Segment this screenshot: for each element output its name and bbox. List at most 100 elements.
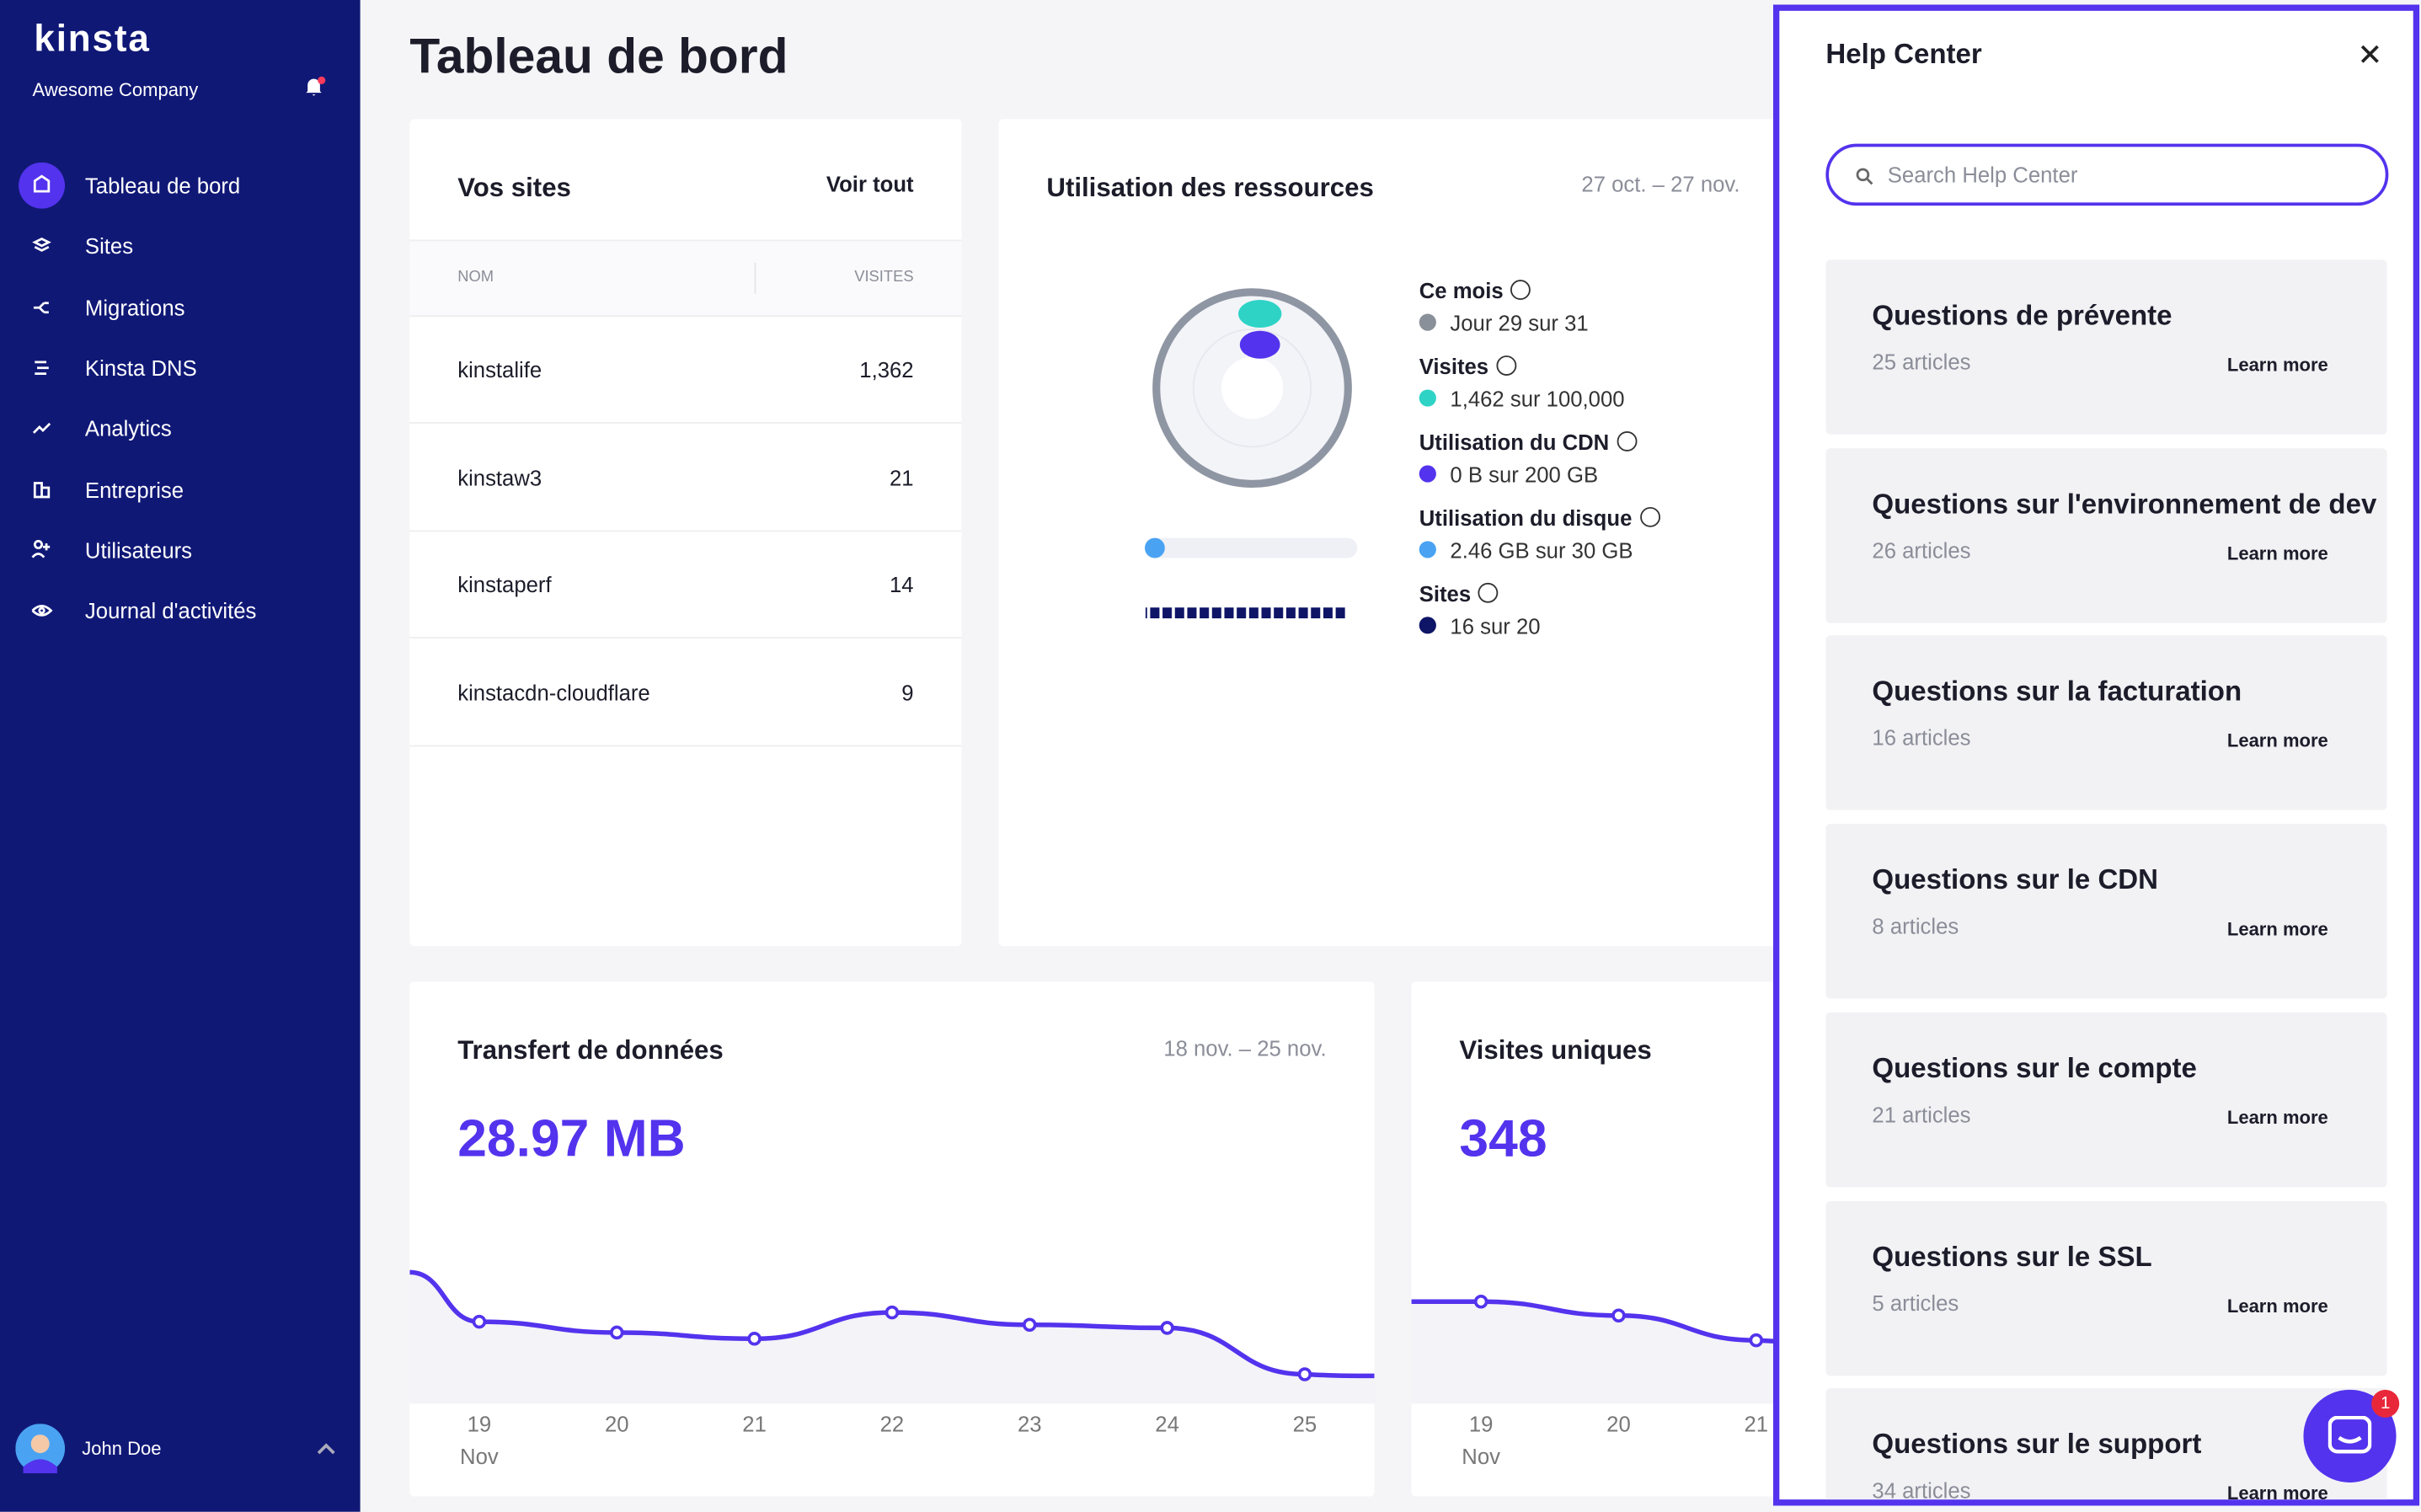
nav-label[interactable]: Entreprise xyxy=(84,477,184,502)
x-tick-label: 19 xyxy=(1469,1413,1494,1436)
data-point xyxy=(884,1305,900,1320)
legend-dot xyxy=(1419,541,1436,558)
nav-item[interactable]: Journal d'activités xyxy=(19,588,343,634)
help-topic-card[interactable]: Questions sur le CDN 8 articles Learn more xyxy=(1825,824,2387,999)
nav-label[interactable]: Utilisateurs xyxy=(84,537,193,563)
data-point xyxy=(747,1332,762,1346)
topic-title[interactable]: Questions sur l'environnement de dev xyxy=(1872,488,2377,520)
x-tick-label: 20 xyxy=(605,1413,629,1436)
info-icon[interactable] xyxy=(1617,431,1638,451)
company-name[interactable]: Awesome Company xyxy=(32,78,199,101)
line-chart: 19 20 21 Nov xyxy=(1411,1294,1876,1469)
help-topic-card[interactable]: Questions sur le compte 21 articles Learn … xyxy=(1825,1012,2387,1188)
nav-label[interactable]: Analytics xyxy=(84,416,172,441)
resources-card: Utilisation des ressources 27 oct. – 27 … xyxy=(998,119,1865,947)
resource-detail: 0 B sur 200 GB xyxy=(1450,462,1599,488)
card-title: Transfert de données xyxy=(457,1035,724,1066)
x-tick-label: 19 xyxy=(468,1413,492,1436)
topic-count: 16 articles xyxy=(1872,725,1971,751)
table-row[interactable]: kinstaperf 14 xyxy=(409,531,962,639)
nav-label[interactable]: Tableau de bord xyxy=(84,173,241,198)
month-label: Nov xyxy=(460,1445,499,1469)
site-visits: 14 xyxy=(890,572,914,597)
topic-count: 21 articles xyxy=(1872,1102,1971,1127)
nav-label[interactable]: Kinsta DNS xyxy=(84,355,197,381)
x-tick-label: 22 xyxy=(880,1413,905,1436)
topic-title[interactable]: Questions de prévente xyxy=(1872,300,2172,331)
user-name[interactable]: John Doe xyxy=(82,1437,162,1460)
x-tick-label: 20 xyxy=(1606,1413,1631,1436)
view-all-link[interactable]: Voir tout xyxy=(826,171,914,197)
nav-item[interactable]: Kinsta DNS xyxy=(19,345,343,391)
topic-title[interactable]: Questions sur le compte xyxy=(1872,1052,2197,1084)
learn-more-link[interactable]: Learn more xyxy=(2226,354,2328,376)
user-avatar[interactable] xyxy=(15,1424,66,1473)
nav-icon xyxy=(31,539,51,558)
notification-bell[interactable] xyxy=(303,74,328,99)
table-row[interactable]: kinstalife 1,362 xyxy=(409,315,962,424)
x-tick-label: 25 xyxy=(1293,1413,1317,1436)
site-name[interactable]: kinstacdn-cloudflare xyxy=(457,680,650,705)
nav-icon xyxy=(32,423,51,435)
close-button[interactable] xyxy=(2360,43,2381,65)
topic-title[interactable]: Questions sur le CDN xyxy=(1872,864,2159,895)
nav-item[interactable]: Entreprise xyxy=(19,466,343,512)
x-tick-label: 23 xyxy=(1018,1413,1042,1436)
topic-count: 26 articles xyxy=(1872,537,1971,563)
column-header: VISITES xyxy=(854,269,914,286)
nav-label[interactable]: Migrations xyxy=(84,294,185,320)
info-icon[interactable] xyxy=(1639,506,1660,527)
info-icon[interactable] xyxy=(1510,280,1531,301)
help-topic-card[interactable]: Questions sur le SSL 5 articles Learn more xyxy=(1825,1200,2387,1376)
help-topic-card[interactable]: Questions sur le support 34 articles Learn… xyxy=(1825,1388,2387,1504)
nav-item[interactable]: Sites xyxy=(19,223,343,270)
help-topic-card[interactable]: Questions de prévente 25 articles Learn mo… xyxy=(1825,259,2387,435)
nav-label[interactable]: Journal d'activités xyxy=(84,598,257,623)
legend-dot xyxy=(1419,389,1436,407)
help-topic-card[interactable]: Questions sur l'environnement de dev 26 a… xyxy=(1825,447,2387,623)
date-range: 27 oct. – 27 nov. xyxy=(1581,171,1740,197)
resource-label: Visites xyxy=(1419,354,1517,379)
learn-more-link[interactable]: Learn more xyxy=(2226,1294,2328,1317)
site-name[interactable]: kinstaperf xyxy=(457,572,552,597)
icon-glyph xyxy=(33,174,51,193)
site-name[interactable]: kinstalife xyxy=(457,356,542,382)
date-range: 18 nov. – 25 nov. xyxy=(1163,1035,1327,1061)
topic-title[interactable]: Questions sur la facturation xyxy=(1872,676,2242,708)
search-input[interactable]: Search Help Center xyxy=(1825,143,2389,206)
x-tick-label: 24 xyxy=(1155,1413,1179,1436)
topic-title[interactable]: Questions sur le SSL xyxy=(1872,1240,2152,1272)
help-topic-card[interactable]: Questions sur la facturation 16 articles L… xyxy=(1825,635,2387,811)
learn-more-link[interactable]: Learn more xyxy=(2226,1106,2328,1129)
nav-item[interactable]: Migrations xyxy=(19,284,343,330)
site-name[interactable]: kinstaw3 xyxy=(457,464,542,490)
site-visits: 9 xyxy=(901,680,914,705)
nav-item[interactable]: Utilisateurs xyxy=(19,526,343,573)
nav-icon xyxy=(35,361,49,375)
info-icon[interactable] xyxy=(1478,582,1499,603)
chevron-up[interactable] xyxy=(317,1440,335,1456)
nav-item[interactable]: Analytics xyxy=(19,405,343,451)
nav-icon xyxy=(33,301,49,313)
table-row[interactable]: kinstaw3 21 xyxy=(409,423,962,532)
table-row[interactable]: kinstacdn-cloudflare 9 xyxy=(409,638,962,747)
icon-glyph xyxy=(31,539,51,558)
card-title: Vos sites xyxy=(457,173,571,203)
chat-button[interactable]: 1 xyxy=(2303,1389,2400,1483)
learn-more-link[interactable]: Learn more xyxy=(2226,729,2328,752)
icon-glyph xyxy=(32,238,51,253)
data-point xyxy=(472,1314,487,1329)
chart-area xyxy=(1411,1301,1876,1404)
learn-more-link[interactable]: Learn more xyxy=(2226,918,2328,940)
brand-logo[interactable]: kinsta xyxy=(34,19,151,61)
icon-glyph xyxy=(35,361,49,375)
nav-label[interactable]: Sites xyxy=(84,233,134,259)
month-label: Nov xyxy=(1462,1445,1500,1469)
info-icon[interactable] xyxy=(1496,355,1517,376)
learn-more-link[interactable]: Learn more xyxy=(2226,1483,2328,1504)
nav-icon xyxy=(33,481,51,498)
nav-item[interactable]: Tableau de bord xyxy=(19,162,343,209)
topic-title[interactable]: Questions sur le support xyxy=(1872,1429,2202,1460)
learn-more-link[interactable]: Learn more xyxy=(2226,542,2328,564)
